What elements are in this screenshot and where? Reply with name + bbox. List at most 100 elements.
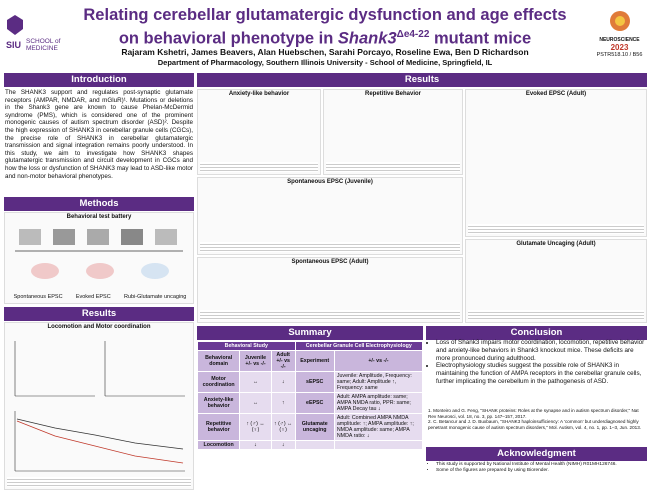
table-cell: ↔ <box>239 371 272 393</box>
section-heading: Conclusion <box>426 326 647 340</box>
group-header: Behavioral Study <box>197 341 296 351</box>
section-heading: Acknowledgment <box>426 447 647 461</box>
reference: 2. C. Betancur and J. D. Buxbaum, "SHANK… <box>428 419 642 430</box>
caption <box>7 477 191 487</box>
column-header: +/- vs -/- <box>333 350 424 372</box>
methods-figure: Behavioral test battery Spontaneous EPSC… <box>4 212 194 304</box>
caption <box>468 224 644 234</box>
table-cell: eEPSC <box>294 392 335 414</box>
logo-text: 2023 <box>610 43 629 52</box>
figure-panel: Repetitive Behavior <box>323 89 463 175</box>
logo-text: SCHOOL of <box>26 38 61 45</box>
table-cell: Juvenile: Amplitude, Frequency: same; Ad… <box>333 371 424 393</box>
method-labels: Spontaneous EPSC Evoked EPSC Rubi-Glutamat… <box>7 294 193 300</box>
poster-id: PSTR518.10 / B56 <box>596 52 643 58</box>
figure-title: Repetitive Behavior <box>364 91 422 97</box>
logo-text: SIU <box>6 40 22 50</box>
column-header: Behavioral domain <box>196 350 241 372</box>
figure-title: Spontaneous EPSC (Adult) <box>291 259 369 265</box>
logo-left: SIU SCHOOL of MEDICINE <box>6 10 66 60</box>
gene-sup: Δe4-22 <box>396 29 430 40</box>
table-cell <box>333 440 424 450</box>
summary-table: Behavioral Study Cerebellar Granule Cell … <box>196 341 424 450</box>
table-cell: Repetitive behavior <box>196 413 241 441</box>
table-cell: ↓ <box>270 440 296 450</box>
table-cell: Adult: AMPA amplitude: same; AMPA NMDA r… <box>333 392 424 414</box>
reference: 1. Monteiro and G. Feng, "SHANK proteins… <box>428 408 639 419</box>
column-header: Juvenile +/- vs -/- <box>239 350 272 372</box>
figure-panel: Evoked EPSC (Adult) <box>465 89 647 237</box>
figure-panel: Spontaneous EPSC (Juvenile) <box>197 177 463 255</box>
section-heading: Methods <box>4 197 194 211</box>
table-cell <box>294 440 335 450</box>
section-heading: Results <box>197 73 647 87</box>
table: Behavioral Study Cerebellar Granule Cell … <box>196 341 424 450</box>
title-line: on behavioral phenotype in Shank3Δe4-22 … <box>70 25 580 49</box>
logo-icon <box>609 11 630 31</box>
bullet: Electrophysiology studies suggest the po… <box>436 362 645 385</box>
figure-title: Glutamate Uncaging (Adult) <box>516 241 596 247</box>
caption <box>200 310 460 320</box>
table-row: Motor coordination ↔ ↓ sEPSC Juvenile: Ampli… <box>196 371 424 393</box>
table-cell: ↑ (♂) ↔ (♀) <box>239 413 272 441</box>
plot-area <box>14 341 185 472</box>
table-row: Repetitive behavior ↑ (♂) ↔ (♀) ↑ (♂) ↔ (♀… <box>196 413 424 441</box>
method-label: Rubi-Glutamate uncaging <box>123 294 187 300</box>
column-header: Experiment <box>294 350 335 372</box>
ack-item: Some of the figures are prepared by usin… <box>436 468 645 474</box>
table-cell: sEPSC <box>294 371 335 393</box>
logo-text: MEDICINE <box>26 45 58 52</box>
table-cell: ↑ <box>270 392 296 414</box>
figure-title: Locomotion and Motor coordination <box>47 324 151 330</box>
logo-icon <box>7 15 23 35</box>
figure-title: Spontaneous EPSC (Juvenile) <box>287 179 373 185</box>
figure-panel: Glutamate Uncaging (Adult) <box>465 239 647 323</box>
figure-panel: Anxiety-like behavior <box>197 89 321 175</box>
table-cell: ↔ <box>239 392 272 414</box>
figure-title: Anxiety-like behavior <box>228 91 290 97</box>
caption <box>468 310 644 320</box>
logo-text: NEUROSCIENCE <box>599 37 640 43</box>
title: Relating cerebellar glutamatergic dysfun… <box>70 5 580 49</box>
intro-text: The SHANK3 support and regulates post-sy… <box>5 89 193 180</box>
table-cell: ↓ <box>270 371 296 393</box>
logo-text: SCHOOL of MEDICINE <box>26 38 76 52</box>
title-part: on behavioral phenotype in <box>118 29 338 48</box>
table-row: Behavioral Study Cerebellar Granule Cell … <box>197 341 424 351</box>
method-label: Evoked EPSC <box>75 294 111 300</box>
figure-title: Behavioral test battery <box>66 214 132 220</box>
references: 1. Monteiro and G. Feng, "SHANK proteins… <box>428 408 645 430</box>
caption <box>326 162 460 172</box>
caption <box>200 242 460 252</box>
table-cell: ↑ (♂) ↔ (♀) <box>270 413 296 441</box>
title-part: mutant mice <box>429 29 532 48</box>
table-row: Locomotion ↓ ↓ <box>196 440 424 450</box>
table-cell: Adult: Combined AMPA NMDA amplitude: ↑; … <box>333 413 424 441</box>
methods-illustration <box>15 229 183 279</box>
conclusion-list: Loss of Shank3 impairs motor coordinatio… <box>426 339 645 386</box>
logo-right: NEUROSCIENCE 2023 PSTR518.10 / B56 <box>592 10 647 58</box>
group-header: Cerebellar Granule Cell Electrophysiolog… <box>294 341 424 351</box>
section-heading: Results <box>4 307 194 321</box>
affiliation: Department of Pharmacology, Southern Ill… <box>157 58 493 67</box>
gene: Shank3 <box>337 29 397 48</box>
locomotion-figure: Locomotion and Motor coordination <box>4 322 194 490</box>
ack-list: This study is supported by National Inst… <box>426 462 645 474</box>
section-heading: Introduction <box>4 73 194 87</box>
table-cell: Locomotion <box>196 440 241 450</box>
ack-item: This study is supported by National Inst… <box>436 462 645 468</box>
table-row: Behavioral domain Juvenile +/- vs -/- Adul… <box>196 350 424 372</box>
table-cell: Motor coordination <box>196 371 241 393</box>
table-cell: Glutamate uncaging <box>294 413 335 441</box>
figure-title: Evoked EPSC (Adult) <box>525 91 587 97</box>
column-header: Adult +/- vs -/- <box>270 350 296 372</box>
figure-panel: Spontaneous EPSC (Adult) <box>197 257 463 323</box>
table-cell: Anxiety-like behavior <box>196 392 241 414</box>
section-heading: Summary <box>197 326 423 340</box>
bullet: Loss of Shank3 impairs motor coordinatio… <box>436 339 645 362</box>
caption <box>200 162 318 172</box>
table-row: Anxiety-like behavior ↔ ↑ eEPSC Adult: AMPA … <box>196 392 424 414</box>
title-line: Relating cerebellar glutamatergic dysfun… <box>83 6 567 24</box>
table-cell: ↓ <box>239 440 272 450</box>
